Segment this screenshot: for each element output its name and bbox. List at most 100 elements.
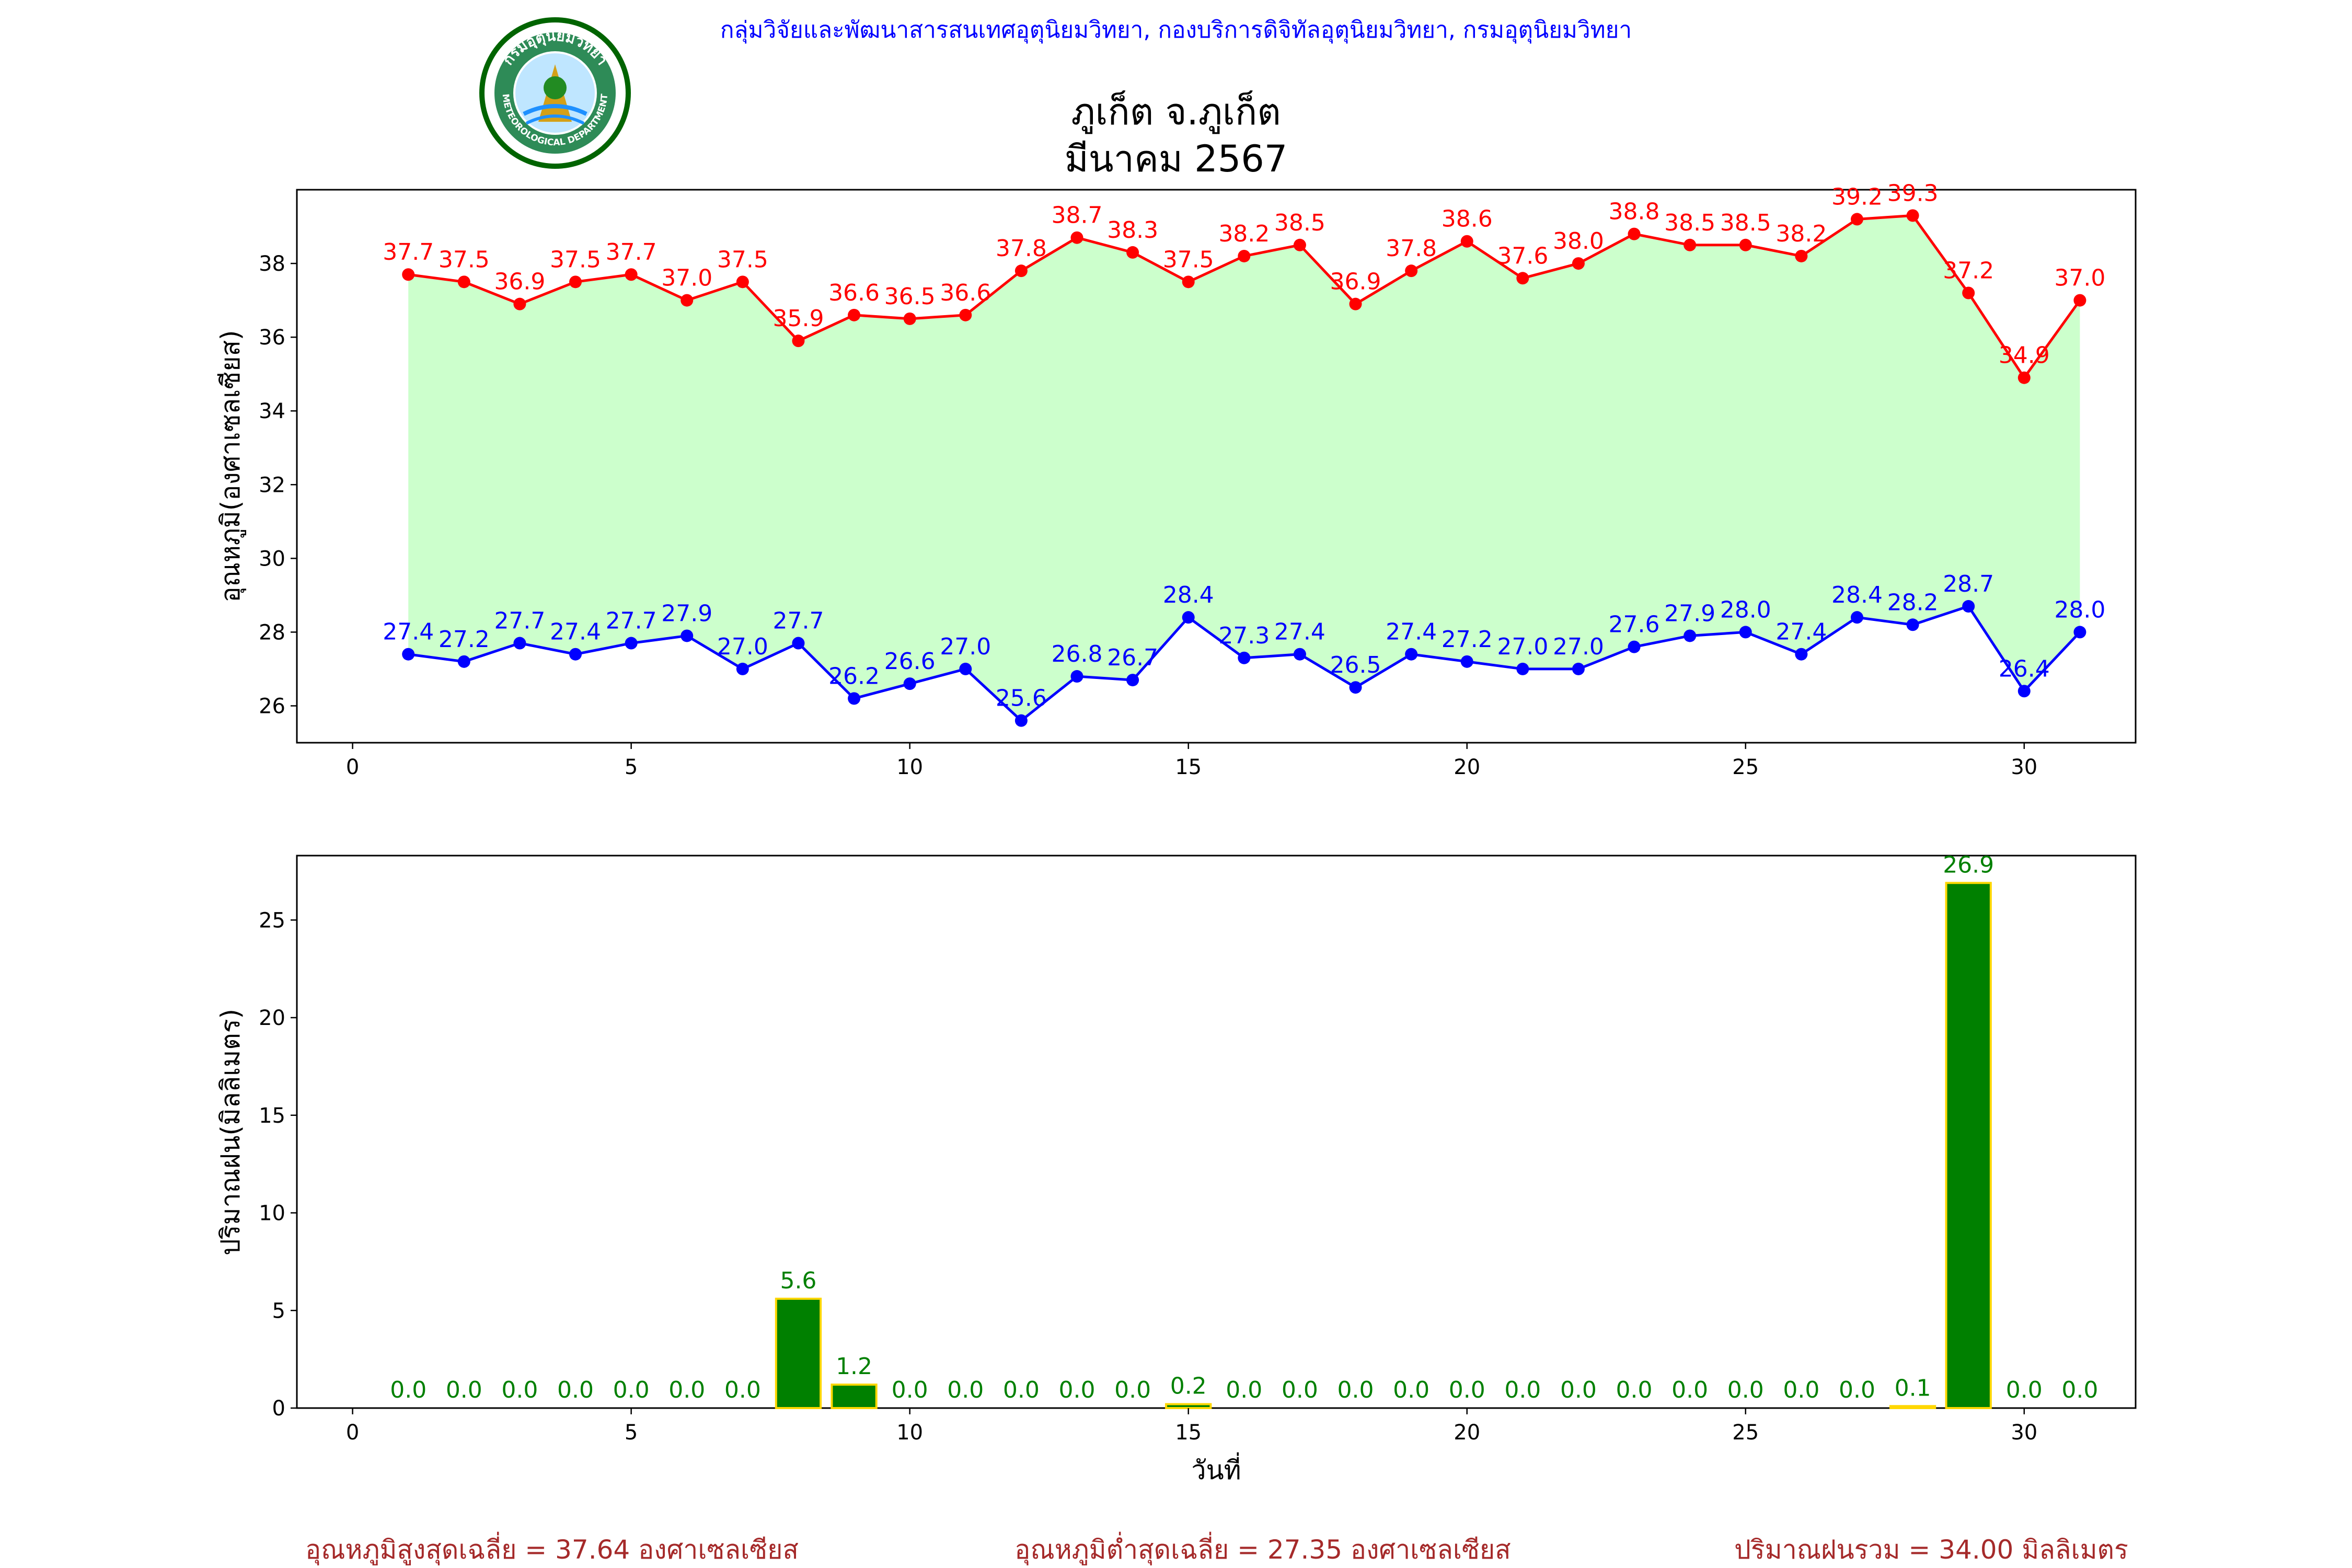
- min-temperature-point: [1628, 640, 1641, 653]
- max-temperature-label: 36.6: [828, 280, 880, 306]
- rainfall-bar-label: 0.0: [1393, 1377, 1429, 1403]
- rainfall-bar-label: 0.0: [613, 1377, 650, 1403]
- min-temperature-point: [1014, 714, 1028, 727]
- rainfall-y-tick-label: 5: [272, 1299, 285, 1323]
- min-temperature-point: [1349, 681, 1362, 694]
- min-temperature-label: 28.7: [1943, 571, 1994, 597]
- min-temperature-point: [2073, 626, 2086, 639]
- min-temperature-label: 26.5: [1330, 652, 1381, 678]
- max-temperature-point: [1628, 227, 1641, 240]
- temperature-plot-frame: [296, 189, 2137, 744]
- rainfall-axis-ticks: 0 5 10 15 20 25 30 0 5 10 15 20 25: [259, 908, 2037, 1445]
- max-temperature-point: [736, 275, 749, 289]
- min-temperature-label: 27.2: [1442, 626, 1493, 653]
- min-temperature-point: [903, 677, 916, 690]
- max-temperature-point: [2073, 294, 2086, 307]
- rainfall-y-tick-label: 15: [259, 1104, 285, 1128]
- max-temperature-point: [792, 335, 805, 348]
- max-temperature-point: [848, 308, 861, 321]
- rainfall-bar-label: 0.0: [1504, 1377, 1541, 1403]
- max-temperature-label: 37.8: [996, 235, 1047, 262]
- max-temperature-label: 39.3: [1887, 180, 1939, 206]
- rainfall-y-tick-label: 0: [272, 1397, 285, 1421]
- rainfall-bars: 0.0 0.0 0.0 0.0 0.0 0.0 0.0 5.6 1.2 0.0 0.0 0.0 0.0 0…: [390, 851, 2098, 1410]
- max-temperature-point: [1739, 238, 1752, 251]
- max-temperature-point: [1850, 213, 1863, 226]
- max-temperature-label: 39.2: [1831, 183, 1883, 210]
- max-temperature-point: [1293, 238, 1306, 251]
- max-temperature-label: 38.3: [1107, 217, 1158, 244]
- max-temperature-label: 34.9: [1999, 342, 2050, 369]
- rainfall-bar-label: 5.6: [780, 1267, 816, 1294]
- min-temperature-point: [959, 662, 972, 675]
- rainfall-x-tick-label: 30: [2011, 1421, 2037, 1445]
- min-temperature-point: [1962, 600, 1975, 613]
- rainfall-bar-label: 0.0: [2061, 1377, 2098, 1403]
- min-temperature-point: [1405, 648, 1418, 661]
- rainfall-bar-label: 0.0: [446, 1377, 482, 1403]
- min-temperature-point: [736, 662, 749, 675]
- temperature-y-axis-label: อุณหภูมิ(องศาเซลเซียส): [215, 330, 246, 602]
- min-temperature-point: [1293, 648, 1306, 661]
- min-temperature-label: 27.3: [1218, 622, 1270, 649]
- temperature-y-tick-label: 34: [259, 399, 285, 423]
- rainfall-bar: [1165, 1403, 1212, 1409]
- rainfall-bar: [1945, 882, 1992, 1410]
- min-temperature-point: [1460, 655, 1473, 668]
- rainfall-bar-label: 0.0: [1671, 1377, 1708, 1403]
- min-temperature-label: 28.4: [1163, 582, 1214, 608]
- chart-title-line1: ภูเก็ต จ.ภูเก็ต: [1071, 90, 1281, 134]
- min-temperature-label: 27.0: [717, 633, 768, 660]
- min-temperature-label: 27.7: [494, 608, 545, 635]
- max-temperature-point: [1572, 257, 1585, 270]
- min-temperature-label: 27.4: [1274, 619, 1325, 645]
- min-temperature-label: 28.4: [1831, 582, 1883, 608]
- max-temperature-point: [1906, 209, 1919, 222]
- max-temperature-point: [513, 297, 526, 310]
- min-temperature-label: 26.6: [884, 648, 936, 675]
- min-temperature-label: 28.2: [1887, 589, 1939, 616]
- max-temperature-label: 35.9: [773, 305, 824, 332]
- max-temperature-label: 37.6: [1497, 243, 1548, 269]
- min-temperature-point: [1906, 618, 1919, 631]
- min-temperature-label: 27.0: [940, 633, 991, 660]
- rainfall-bar-label: 0.0: [1560, 1377, 1597, 1403]
- max-temperature-point: [1405, 264, 1418, 278]
- chart-title-line2: มีนาคม 2567: [1065, 137, 1288, 180]
- rainfall-bar-label: 0.0: [501, 1377, 538, 1403]
- rainfall-bar-label: 0.0: [557, 1377, 594, 1403]
- rainfall-bar-label: 0.0: [2006, 1377, 2043, 1403]
- min-temperature-label: 26.8: [1052, 641, 1103, 667]
- min-temperature-label: 27.6: [1609, 612, 1660, 638]
- max-temperature-point: [1349, 297, 1362, 310]
- temperature-y-tick-label: 28: [259, 620, 285, 644]
- max-temperature-label: 36.6: [940, 280, 991, 306]
- temperature-x-tick-label: 5: [625, 755, 638, 779]
- temperature-y-tick-label: 30: [259, 547, 285, 571]
- min-temperature-point: [1126, 674, 1139, 687]
- rainfall-bar-label: 0.0: [1783, 1377, 1819, 1403]
- min-temperature-point: [1572, 662, 1585, 675]
- max-temperature-point: [1070, 231, 1083, 244]
- min-temperature-point: [1684, 629, 1697, 642]
- rainfall-bar-label: 0.0: [1226, 1377, 1262, 1403]
- logo: METEOROLOGICAL DEPARTMENT กรมอุตุนิยมวิท…: [479, 17, 631, 169]
- max-temperature-point: [1238, 249, 1251, 262]
- rainfall-bar-label: 0.0: [724, 1377, 761, 1403]
- max-temperature-label: 38.2: [1775, 221, 1827, 247]
- min-temperature-point: [1516, 662, 1529, 675]
- rainfall-bar-label: 0.0: [947, 1377, 984, 1403]
- min-temperature-point: [2017, 685, 2031, 698]
- footer-avg-max: อุณหภูมิสูงสุดเฉลี่ย = 37.64 องศาเซลเซีย…: [305, 1532, 799, 1565]
- rainfall-y-axis-label: ปริมาณฝน(มิลลิเมตร): [215, 1009, 246, 1255]
- footer-total-rain: ปริมาณฝนรวม = 34.00 มิลลิเมตร: [1734, 1535, 2128, 1565]
- max-temperature-label: 37.0: [2054, 265, 2105, 292]
- rainfall-bar-label: 0.0: [1282, 1377, 1318, 1403]
- rainfall-y-tick-label: 10: [259, 1202, 285, 1226]
- rainfall-bar-label: 0.0: [1058, 1377, 1095, 1403]
- max-temperature-point: [1516, 272, 1529, 285]
- rainfall-bar-label: 0.0: [668, 1377, 705, 1403]
- min-temperature-point: [1739, 626, 1752, 639]
- temperature-y-tick-label: 38: [259, 252, 285, 276]
